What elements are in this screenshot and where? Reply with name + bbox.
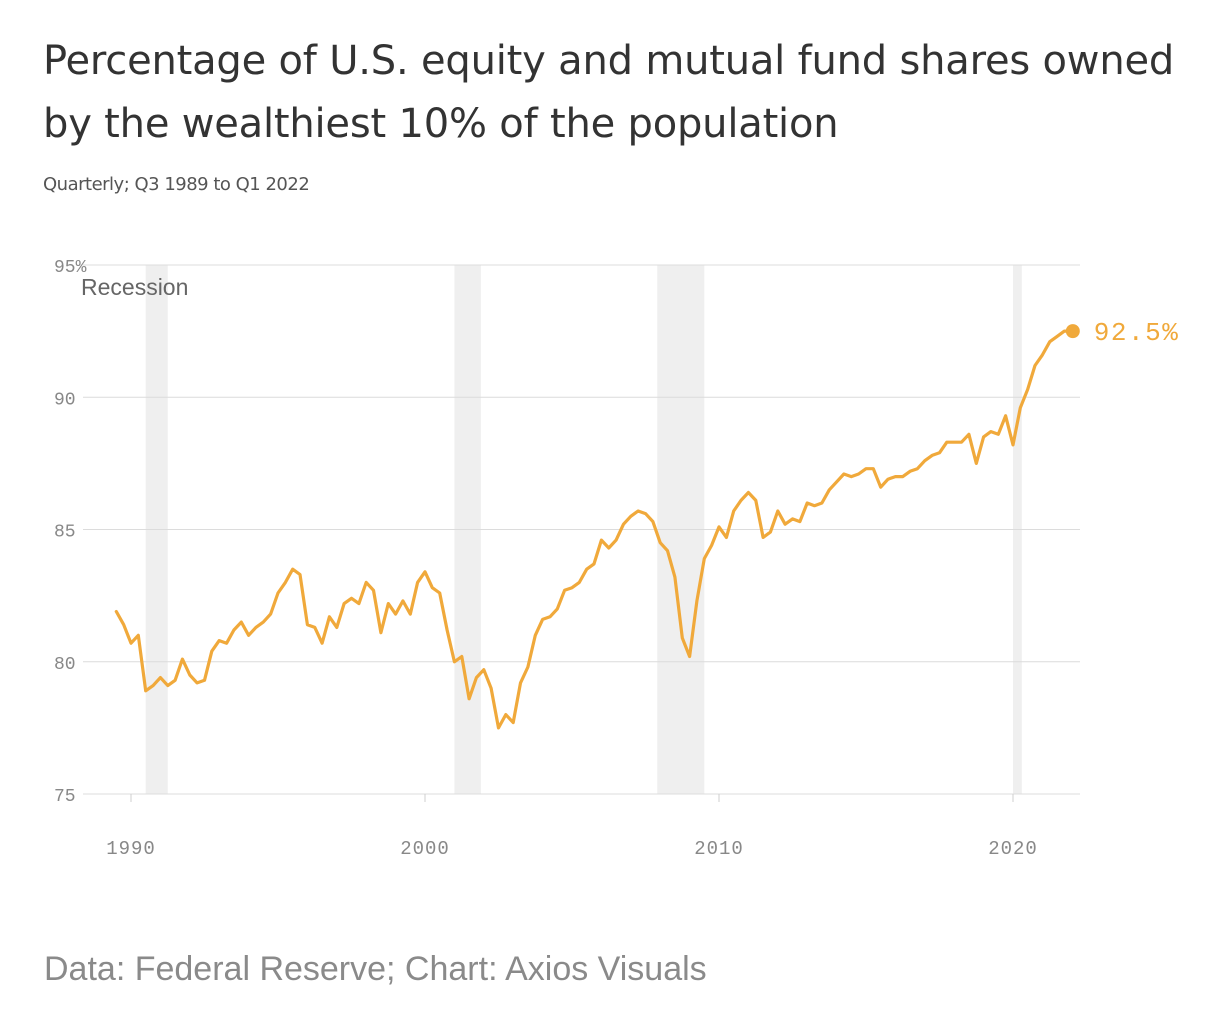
end-point-marker [1065, 324, 1080, 339]
x-tick-label: 1990 [106, 838, 156, 860]
chart-title: Percentage of U.S. equity and mutual fun… [43, 38, 1175, 147]
y-tick-label: 75 [54, 787, 76, 807]
y-tick-label: 80 [54, 655, 76, 675]
end-value-label: 92.5% [1094, 318, 1180, 348]
recession-label: Recession [81, 274, 188, 300]
source-note: Data: Federal Reserve; Chart: Axios Visu… [44, 950, 707, 988]
x-tick-label: 2010 [694, 838, 744, 860]
series-line [114, 329, 1074, 730]
y-tick-label: 95% [54, 258, 87, 278]
chart-subtitle: Quarterly; Q3 1989 to Q1 2022 [43, 174, 310, 195]
y-axis: 75 80 85 90 95% [54, 258, 87, 807]
gridlines [83, 264, 1080, 795]
series-line-path [114, 329, 1074, 730]
y-tick-label: 90 [54, 390, 76, 410]
x-tick-label: 2000 [400, 838, 450, 860]
x-tick-label: 2020 [988, 838, 1038, 860]
x-axis: 1990 2000 2010 2020 [106, 794, 1038, 860]
y-tick-label: 85 [54, 523, 76, 543]
